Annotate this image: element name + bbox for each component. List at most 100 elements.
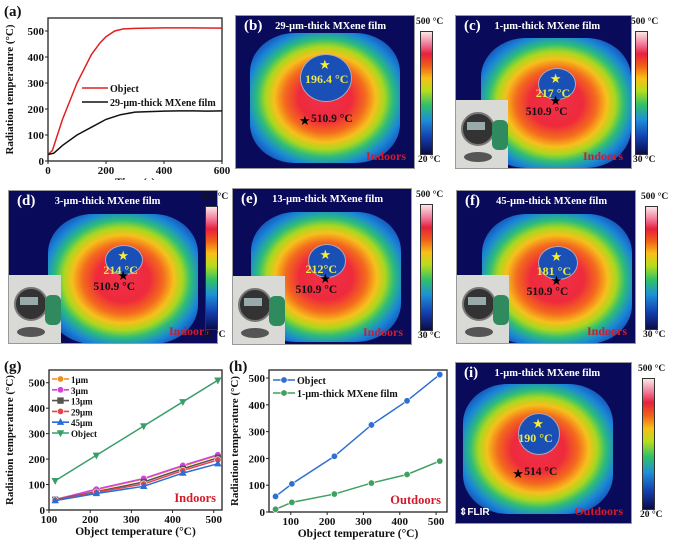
legend-label: 29-μm-thick MXene film bbox=[110, 98, 216, 109]
data-point bbox=[92, 489, 101, 497]
panel-g: (g) 100 200 300 400 500 0 100 200 300 400 500 Object… bbox=[0, 355, 230, 540]
film-temperature: 217 °C bbox=[535, 85, 571, 100]
data-point bbox=[288, 498, 296, 506]
panel-title: 1-μm-thick MXene film bbox=[494, 21, 601, 32]
film-sample bbox=[300, 53, 352, 102]
y-tick-label: 300 bbox=[29, 429, 46, 441]
panel-label: (d) bbox=[17, 193, 36, 209]
heat-gradient bbox=[48, 214, 199, 343]
glove-icon bbox=[45, 295, 61, 325]
colorbar-c bbox=[635, 31, 648, 155]
legend-label: 1-μm-thick MXene film bbox=[297, 389, 398, 400]
thermal-image-d: (d) 3-μm-thick MXene film ★ 214 °C ★ 510.9 °C… bbox=[8, 190, 218, 344]
legend-label: Object bbox=[297, 376, 327, 387]
x-tick-label: 300 bbox=[123, 514, 140, 526]
colorbar-max-label: 500 °C bbox=[416, 190, 444, 200]
gauge-dial-icon bbox=[238, 288, 272, 322]
black-star-icon: ★ bbox=[512, 466, 524, 482]
panel-label: (e) bbox=[241, 191, 258, 207]
data-point bbox=[179, 468, 187, 476]
colorbar-i bbox=[642, 378, 655, 510]
panel-a: (a) 0 200 400 600 0 100 200 300 400 500 Time (s) Rad… bbox=[0, 0, 231, 189]
gauge-stand-icon bbox=[465, 327, 493, 337]
data-point bbox=[140, 482, 148, 490]
data-point bbox=[51, 496, 59, 504]
thermal-image-b: (b) 29-μm-thick MXene film ★ 196.4 °C ★ 510.9… bbox=[235, 15, 415, 169]
x-tick-label: 100 bbox=[283, 516, 300, 528]
y-tick-label: 400 bbox=[28, 52, 45, 64]
data-point bbox=[214, 377, 222, 385]
legend-marker bbox=[56, 386, 64, 394]
yellow-star-icon: ★ bbox=[549, 70, 562, 86]
colorbar-b bbox=[420, 31, 433, 155]
colorbar-e bbox=[420, 204, 433, 331]
environment-label: Indoors bbox=[174, 491, 216, 505]
y-tick-label: 500 bbox=[28, 26, 45, 38]
series-line-object bbox=[47, 27, 223, 156]
yellow-star-icon: ★ bbox=[319, 247, 332, 263]
y-axis-label: Radiation temperature (°C) bbox=[4, 24, 16, 154]
panel-label: (b) bbox=[244, 18, 263, 34]
data-point bbox=[92, 452, 101, 460]
y-axis-label: Radiation temperature (°C) bbox=[4, 375, 16, 505]
plot-frame bbox=[47, 17, 223, 162]
panel-title: 29-μm-thick MXene film bbox=[275, 21, 387, 32]
colorbar-max-label: 500 °C bbox=[638, 364, 666, 374]
colorbar-max-label: 500 °C bbox=[631, 17, 659, 27]
y-tick-label: 0 bbox=[40, 505, 46, 517]
legend-label: Object bbox=[110, 84, 140, 95]
data-point bbox=[367, 479, 375, 487]
object-temperature: 510.9 °C bbox=[311, 112, 353, 125]
film-sample bbox=[307, 244, 346, 279]
thickness-gauge-photo bbox=[233, 276, 285, 344]
colorbar-min-label: 30 °C bbox=[633, 155, 656, 165]
legend-marker bbox=[57, 397, 64, 404]
panel-label: (a) bbox=[4, 4, 22, 20]
object-temperature: 510.9 °C bbox=[526, 286, 569, 299]
data-point bbox=[272, 505, 280, 513]
film-sample bbox=[105, 245, 144, 276]
film-sample bbox=[537, 246, 578, 281]
data-point bbox=[140, 423, 148, 431]
gauge-display-icon bbox=[468, 297, 486, 305]
x-tick-label: 400 bbox=[156, 165, 173, 177]
data-point bbox=[330, 490, 338, 498]
y-tick-label: 400 bbox=[249, 400, 266, 412]
environment-label: Indoors bbox=[168, 324, 209, 338]
y-tick-label: 100 bbox=[249, 480, 266, 492]
panel-title: 13-μm-thick MXene film bbox=[272, 194, 384, 205]
yellow-star-icon: ★ bbox=[319, 56, 331, 72]
colorbar-min-label: 30 °C bbox=[418, 331, 441, 341]
plot-frame bbox=[48, 369, 223, 511]
environment-label: Outdoors bbox=[574, 504, 623, 518]
chart-g: (g)100 200 300 400 5000100200300400500Object… bbox=[4, 359, 223, 538]
black-star-icon: ★ bbox=[299, 112, 311, 128]
glove-icon bbox=[492, 120, 508, 150]
environment-label: Outdoors bbox=[390, 493, 441, 507]
x-axis-label: Object temperature (°C) bbox=[298, 528, 419, 540]
legend-marker bbox=[56, 430, 65, 438]
environment-label: Indoors bbox=[362, 325, 403, 339]
y-tick-label: 100 bbox=[29, 480, 46, 492]
panel-label: (f) bbox=[465, 193, 480, 209]
y-tick-label: 200 bbox=[29, 454, 46, 466]
legend-marker bbox=[280, 376, 288, 384]
colorbar-f bbox=[645, 206, 658, 330]
x-axis-label: Time (s) bbox=[115, 177, 156, 180]
series-line-29-m-thick-mxene-film bbox=[47, 110, 223, 156]
black-star-icon: ★ bbox=[549, 92, 562, 108]
colorbar-max-label: 500 °C bbox=[201, 192, 229, 202]
legend-label: 13μm bbox=[71, 397, 93, 407]
data-point bbox=[403, 397, 411, 405]
x-tick-label: 400 bbox=[164, 514, 181, 526]
x-tick-label: 100 bbox=[41, 514, 58, 526]
legend-label: 1μm bbox=[71, 375, 89, 385]
data-point bbox=[51, 478, 59, 485]
data-point bbox=[288, 480, 296, 488]
black-star-icon: ★ bbox=[319, 271, 332, 287]
object-temperature: 510.9 °C bbox=[295, 284, 338, 297]
thermal-image-c: (c) 1-μm-thick MXene film ★ 217 °C ★ 510.9 °C… bbox=[455, 15, 632, 169]
gauge-display-icon bbox=[244, 298, 262, 306]
black-star-icon: ★ bbox=[550, 273, 563, 289]
gauge-stand-icon bbox=[464, 152, 492, 162]
